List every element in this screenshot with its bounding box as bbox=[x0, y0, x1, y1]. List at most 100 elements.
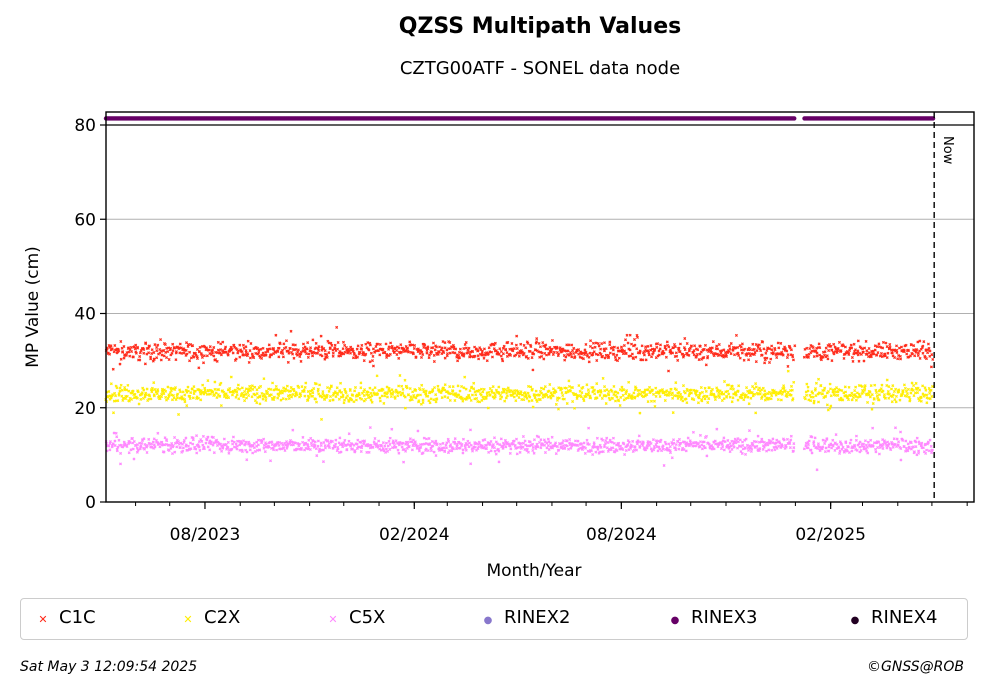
data-point bbox=[374, 345, 378, 348]
data-point bbox=[112, 431, 116, 435]
data-point bbox=[722, 392, 726, 396]
data-point bbox=[675, 354, 679, 358]
data-point bbox=[224, 442, 228, 446]
data-point bbox=[539, 386, 543, 390]
data-point bbox=[703, 386, 707, 390]
data-point bbox=[440, 396, 444, 400]
data-point bbox=[320, 354, 324, 358]
data-point bbox=[659, 343, 662, 347]
data-point bbox=[438, 442, 442, 446]
data-point bbox=[308, 448, 312, 451]
data-point bbox=[685, 401, 689, 405]
data-point bbox=[309, 436, 313, 440]
data-point bbox=[722, 348, 726, 352]
data-point bbox=[201, 434, 205, 438]
data-point bbox=[656, 439, 660, 443]
data-point bbox=[237, 397, 241, 401]
data-point bbox=[302, 389, 306, 393]
data-point bbox=[764, 392, 768, 396]
data-point bbox=[551, 394, 555, 398]
data-point bbox=[424, 389, 428, 393]
data-point bbox=[662, 463, 666, 467]
data-point bbox=[884, 441, 888, 445]
data-point bbox=[577, 348, 581, 352]
data-point bbox=[149, 357, 153, 361]
data-point bbox=[455, 442, 459, 446]
data-point bbox=[909, 441, 913, 445]
data-point bbox=[901, 438, 905, 442]
data-point bbox=[573, 406, 577, 410]
data-point bbox=[115, 386, 119, 390]
data-point bbox=[262, 392, 266, 396]
data-point bbox=[877, 345, 881, 349]
data-point bbox=[371, 347, 375, 351]
data-point bbox=[157, 394, 161, 398]
data-point bbox=[604, 347, 608, 351]
data-point bbox=[467, 394, 471, 398]
data-point bbox=[691, 430, 695, 434]
data-point bbox=[419, 445, 423, 449]
data-point bbox=[242, 439, 246, 443]
data-point bbox=[630, 444, 634, 448]
data-point bbox=[668, 445, 672, 449]
data-point bbox=[480, 349, 484, 353]
data-point bbox=[894, 387, 898, 391]
data-point bbox=[587, 355, 591, 359]
data-point bbox=[517, 354, 521, 358]
data-point bbox=[367, 348, 371, 352]
data-point bbox=[238, 387, 242, 391]
data-point bbox=[321, 460, 325, 464]
data-point bbox=[248, 448, 252, 452]
data-point bbox=[138, 358, 142, 362]
data-point bbox=[535, 393, 539, 397]
data-point bbox=[827, 449, 831, 453]
data-point bbox=[876, 445, 880, 449]
data-point bbox=[885, 345, 889, 349]
data-point bbox=[927, 346, 931, 350]
data-point bbox=[185, 404, 189, 408]
data-point bbox=[384, 447, 388, 451]
data-point bbox=[455, 444, 459, 448]
data-point bbox=[449, 345, 453, 349]
data-point bbox=[376, 342, 380, 346]
data-point bbox=[674, 351, 678, 355]
data-point bbox=[182, 438, 186, 442]
data-point bbox=[464, 448, 468, 452]
data-point bbox=[532, 352, 536, 356]
data-point bbox=[257, 348, 261, 352]
data-point bbox=[594, 450, 598, 454]
data-point bbox=[712, 447, 716, 451]
data-point bbox=[152, 394, 156, 398]
data-point bbox=[534, 348, 538, 352]
data-point bbox=[824, 446, 828, 450]
data-point bbox=[829, 394, 833, 398]
data-point bbox=[496, 442, 500, 446]
data-point bbox=[434, 454, 438, 458]
data-point bbox=[278, 440, 281, 444]
data-point bbox=[777, 440, 781, 444]
data-point bbox=[472, 381, 476, 385]
data-point bbox=[651, 388, 655, 392]
data-point bbox=[154, 438, 158, 442]
data-point bbox=[311, 391, 315, 395]
data-point bbox=[226, 440, 230, 444]
data-point bbox=[538, 345, 542, 349]
data-point bbox=[433, 386, 437, 390]
data-point bbox=[489, 440, 493, 443]
data-point bbox=[874, 447, 878, 451]
data-point bbox=[371, 354, 375, 358]
data-point bbox=[897, 388, 901, 392]
data-point bbox=[747, 358, 751, 362]
data-point bbox=[698, 433, 702, 437]
data-point bbox=[109, 396, 113, 400]
data-point bbox=[118, 389, 122, 393]
data-point bbox=[162, 348, 166, 352]
data-point bbox=[481, 395, 485, 399]
data-point bbox=[378, 399, 382, 403]
data-point bbox=[314, 346, 318, 350]
legend-item-c1c: ✕ C1C bbox=[31, 607, 95, 628]
data-point bbox=[229, 375, 233, 379]
data-point bbox=[367, 450, 371, 454]
data-point bbox=[692, 353, 696, 357]
data-point bbox=[602, 341, 606, 345]
